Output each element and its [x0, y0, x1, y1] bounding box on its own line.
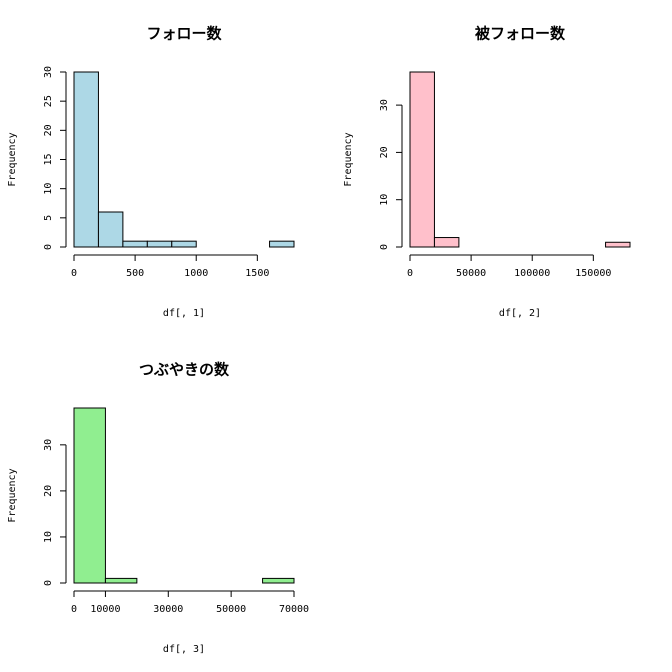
- y-tick-label: 0: [379, 244, 390, 250]
- bar: [433, 237, 460, 248]
- x-tick-label: 500: [126, 268, 144, 279]
- y-tick-label: 25: [43, 95, 54, 107]
- bar: [104, 577, 138, 584]
- x-tick-label: 1500: [245, 268, 269, 279]
- y-axis-label: Frequency: [7, 468, 18, 522]
- x-axis-label: df[, 1]: [163, 308, 205, 319]
- y-tick-label: 10: [379, 194, 390, 206]
- y-tick-label: 30: [43, 66, 54, 78]
- bar: [262, 577, 295, 584]
- bar: [73, 407, 106, 584]
- y-axis-label: Frequency: [343, 132, 354, 186]
- x-tick-label: 100000: [514, 268, 550, 279]
- y-tick-label: 20: [379, 146, 390, 158]
- y-tick-label: 30: [379, 99, 390, 111]
- y-tick-label: 20: [43, 485, 54, 497]
- x-axis-label: df[, 2]: [499, 308, 541, 319]
- chart-title: フォロー数: [146, 25, 222, 43]
- x-tick-label: 50000: [456, 268, 486, 279]
- y-tick-label: 15: [43, 153, 54, 165]
- x-tick-label: 0: [71, 604, 77, 615]
- bar: [605, 241, 631, 248]
- x-tick-label: 10000: [90, 604, 120, 615]
- x-axis-label: df[, 3]: [163, 644, 205, 655]
- y-tick-label: 5: [43, 215, 54, 221]
- bar: [122, 240, 148, 248]
- y-tick-label: 0: [43, 580, 54, 586]
- bar: [73, 71, 99, 248]
- y-tick-label: 20: [43, 124, 54, 136]
- x-tick-label: 70000: [279, 604, 309, 615]
- y-tick-label: 30: [43, 439, 54, 451]
- x-tick-label: 150000: [575, 268, 611, 279]
- y-tick-label: 0: [43, 244, 54, 250]
- chart-title: つぶやきの数: [139, 361, 230, 379]
- bar: [171, 240, 197, 248]
- x-tick-label: 0: [407, 268, 413, 279]
- y-tick-label: 10: [43, 531, 54, 543]
- chart-title: 被フォロー数: [475, 25, 566, 43]
- bar: [409, 71, 435, 248]
- x-tick-label: 1000: [184, 268, 208, 279]
- bar: [97, 211, 124, 248]
- bar: [269, 240, 295, 248]
- y-axis-label: Frequency: [7, 132, 18, 186]
- x-tick-label: 50000: [216, 604, 246, 615]
- x-tick-label: 0: [71, 268, 77, 279]
- x-tick-label: 30000: [153, 604, 183, 615]
- bar: [146, 240, 173, 248]
- y-tick-label: 10: [43, 183, 54, 195]
